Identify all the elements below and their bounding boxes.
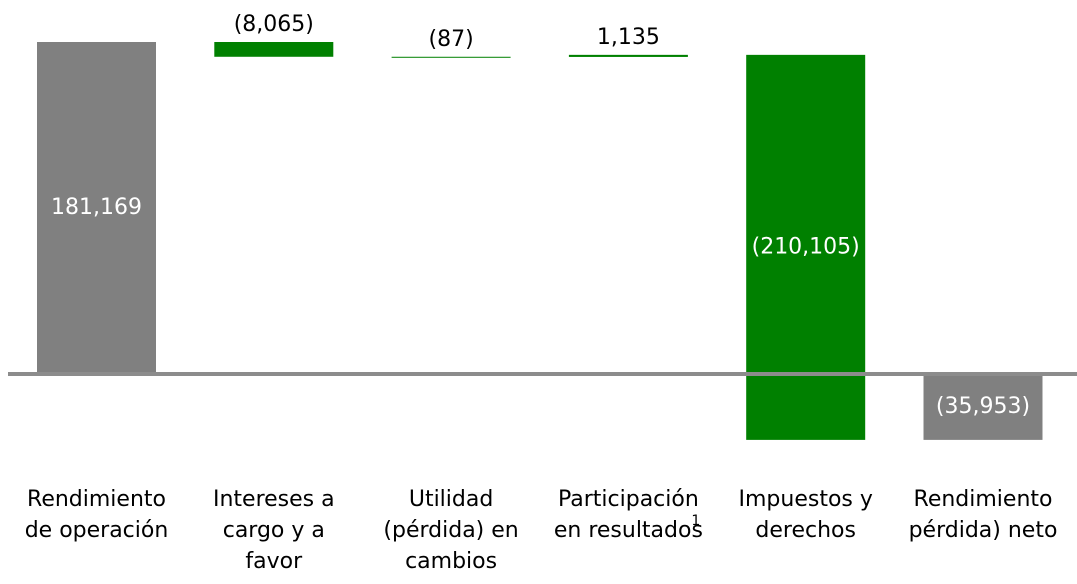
category-line: pérdida) neto xyxy=(909,518,1058,543)
value-label: 1,135 xyxy=(597,25,660,50)
category-label: Rendimiento pérdida) neto xyxy=(909,487,1058,543)
category-line: en resultados xyxy=(554,518,703,543)
category-line: favor xyxy=(245,549,303,574)
bar xyxy=(568,54,688,57)
category-line: Rendimiento xyxy=(27,487,166,512)
value-label: (35,953) xyxy=(936,394,1030,419)
category-label: Participación en resultados xyxy=(554,487,703,543)
category-line: Utilidad xyxy=(409,487,493,512)
category-line: cargo y a xyxy=(223,518,325,543)
category-label: Utilidad (pérdida) en cambios xyxy=(383,487,518,574)
category-line: cambios xyxy=(405,549,497,574)
category-line: Impuestos y xyxy=(739,487,873,512)
category-label: Rendimiento de operación xyxy=(25,487,169,543)
value-label: (8,065) xyxy=(234,12,314,37)
bars xyxy=(37,42,1043,440)
bar xyxy=(214,42,334,57)
category-label: Intereses a cargo y a favor xyxy=(213,487,335,574)
category-line: (pérdida) en xyxy=(383,518,518,543)
value-label: 181,169 xyxy=(51,195,142,220)
category-label: Impuestos y derechos xyxy=(739,487,873,543)
category-line: Participación xyxy=(558,487,699,512)
category-line: de operación xyxy=(25,518,169,543)
bar xyxy=(923,374,1043,440)
category-line: Intereses a xyxy=(213,487,335,512)
category-line: Rendimiento xyxy=(914,487,1053,512)
category-line: derechos xyxy=(755,518,856,543)
bar xyxy=(391,56,511,58)
bar xyxy=(37,42,156,374)
value-label: (210,105) xyxy=(752,234,860,259)
footnote-mark: 1 xyxy=(691,513,700,529)
value-label: (87) xyxy=(429,27,474,52)
